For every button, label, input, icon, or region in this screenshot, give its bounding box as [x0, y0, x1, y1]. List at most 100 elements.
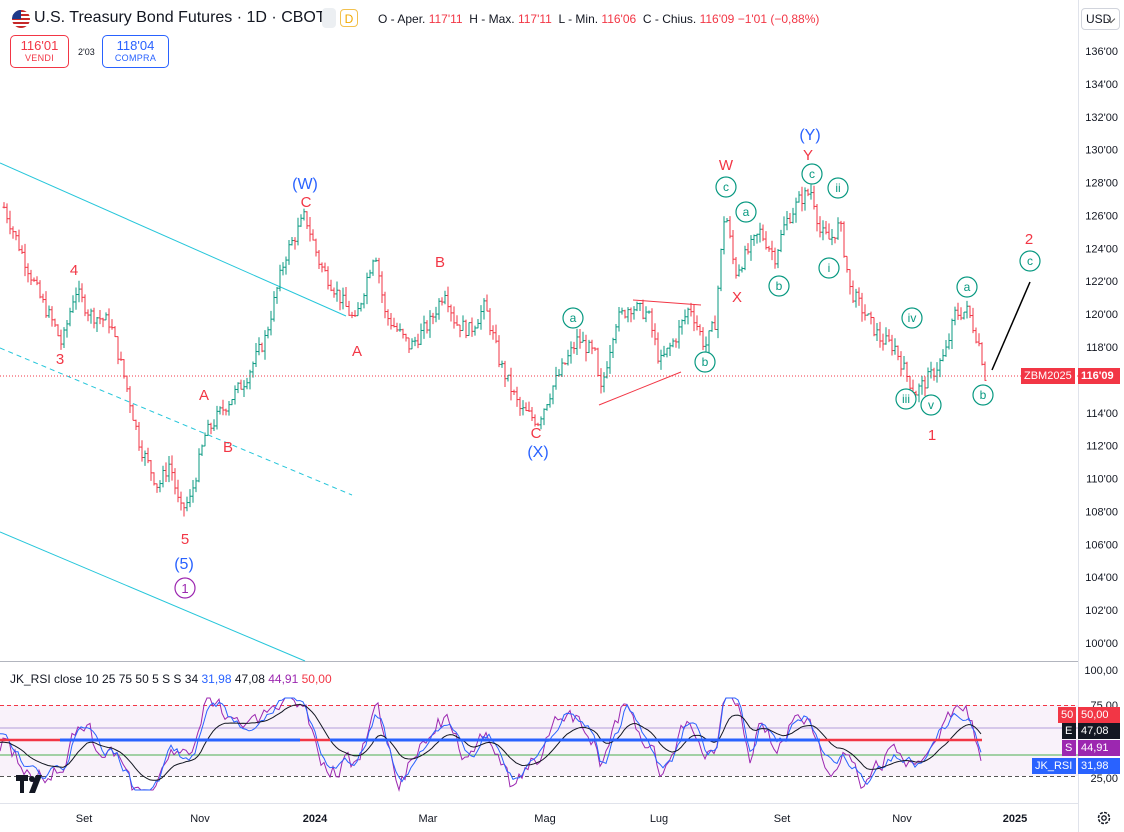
price-bar	[203, 432, 207, 447]
price-bar	[137, 421, 141, 451]
price-bar	[11, 226, 15, 239]
wave-label-green: a	[562, 307, 584, 329]
rsi-tag-e-left: E	[1062, 723, 1076, 739]
price-bar	[8, 210, 12, 235]
wave-circle-text: iii	[902, 392, 910, 406]
price-bar	[548, 393, 552, 408]
price-bar	[863, 304, 867, 321]
wave-label-blue: (X)	[527, 444, 548, 461]
price-bar	[461, 315, 465, 331]
price-bar	[752, 234, 756, 246]
price-bar	[218, 406, 222, 415]
wave-circle	[1019, 250, 1041, 272]
price-bar	[755, 233, 759, 244]
tradingview-logo-icon[interactable]	[16, 775, 46, 793]
wave-circle	[972, 384, 994, 406]
price-axis-label: 106'00	[1085, 539, 1118, 551]
sell-button[interactable]: 116'01 VENDI	[10, 35, 69, 68]
price-bar	[602, 372, 606, 393]
low-value: 116'06	[601, 12, 637, 26]
price-bar	[314, 238, 318, 257]
price-bar	[170, 455, 174, 481]
price-bar	[293, 237, 297, 250]
price-bar	[416, 333, 420, 349]
price-bar	[500, 360, 504, 368]
price-bar	[185, 496, 189, 512]
price-bar	[50, 306, 54, 327]
price-bar	[782, 216, 786, 236]
price-bar	[713, 315, 717, 331]
rsi-tag-s-left: S	[1062, 740, 1076, 756]
price-bar	[815, 204, 819, 232]
settings-gear-icon[interactable]	[1096, 810, 1112, 826]
price-bar	[266, 326, 270, 339]
price-bar	[560, 358, 564, 378]
price-bar	[977, 333, 981, 347]
open-label: O - Aper.	[378, 12, 426, 26]
wave-circle-text: i	[828, 261, 831, 275]
price-axis-label: 132'00	[1085, 112, 1118, 124]
price-bar	[347, 300, 351, 316]
price-bar	[698, 324, 702, 336]
price-bar	[953, 306, 957, 326]
price-bar	[890, 334, 894, 356]
channel-lower-line	[0, 531, 306, 662]
time-axis-label: 2025	[1003, 813, 1027, 825]
price-bar	[512, 389, 516, 395]
wave-circle	[895, 388, 917, 410]
price-bar	[650, 308, 654, 338]
price-bar	[926, 367, 930, 389]
wave-circle	[694, 351, 716, 373]
price-bar	[188, 489, 192, 508]
symbol-title[interactable]: U.S. Treasury Bond Futures · 1D · CBOT	[34, 9, 326, 26]
price-bar	[746, 243, 750, 255]
price-bar	[140, 440, 144, 462]
price-bar	[368, 269, 372, 279]
last-price-tag: 116'09	[1078, 368, 1120, 384]
price-bar	[245, 377, 249, 390]
wave-circle	[715, 176, 737, 198]
buy-button[interactable]: 118'04 COMPRA	[102, 35, 169, 68]
wave-label-green: c	[801, 163, 823, 185]
price-bar	[737, 264, 741, 277]
price-bar	[113, 326, 117, 338]
wave-circle	[801, 163, 823, 185]
price-bar	[311, 229, 315, 241]
price-bar	[941, 349, 945, 362]
more-options-icon[interactable]	[322, 8, 336, 28]
currency-select[interactable]: USD	[1081, 8, 1120, 30]
price-bar	[344, 287, 348, 307]
price-bar	[587, 339, 591, 354]
price-bar	[44, 291, 48, 318]
price-axis-label: 104'00	[1085, 572, 1118, 584]
price-bar	[224, 408, 228, 416]
price-bar	[437, 298, 441, 320]
buy-label: COMPRA	[114, 53, 157, 63]
price-axis-label: 108'00	[1085, 506, 1118, 518]
wave-label-red: Y	[803, 147, 813, 164]
price-bar	[899, 351, 903, 377]
price-bar	[893, 338, 897, 355]
price-bar	[947, 333, 951, 350]
price-bar	[521, 400, 525, 416]
price-bar	[773, 247, 777, 269]
wave-label-red: X	[732, 289, 742, 306]
price-bar	[872, 317, 876, 337]
price-bar	[77, 280, 81, 303]
data-badge[interactable]: D	[340, 9, 358, 27]
price-bar	[155, 483, 159, 493]
price-bar	[422, 315, 426, 339]
price-bar	[869, 311, 873, 325]
price-bar	[554, 366, 558, 390]
price-bar	[98, 309, 102, 325]
price-bar	[68, 307, 72, 327]
rsi-tag-jkrsi-value: 31,98	[1078, 758, 1120, 774]
price-bar	[89, 308, 93, 324]
price-bar	[515, 386, 519, 407]
price-bar	[131, 404, 135, 421]
price-bar	[86, 309, 90, 322]
price-bar	[356, 302, 360, 317]
price-bar	[686, 307, 690, 325]
wave-label-green: c	[715, 176, 737, 198]
